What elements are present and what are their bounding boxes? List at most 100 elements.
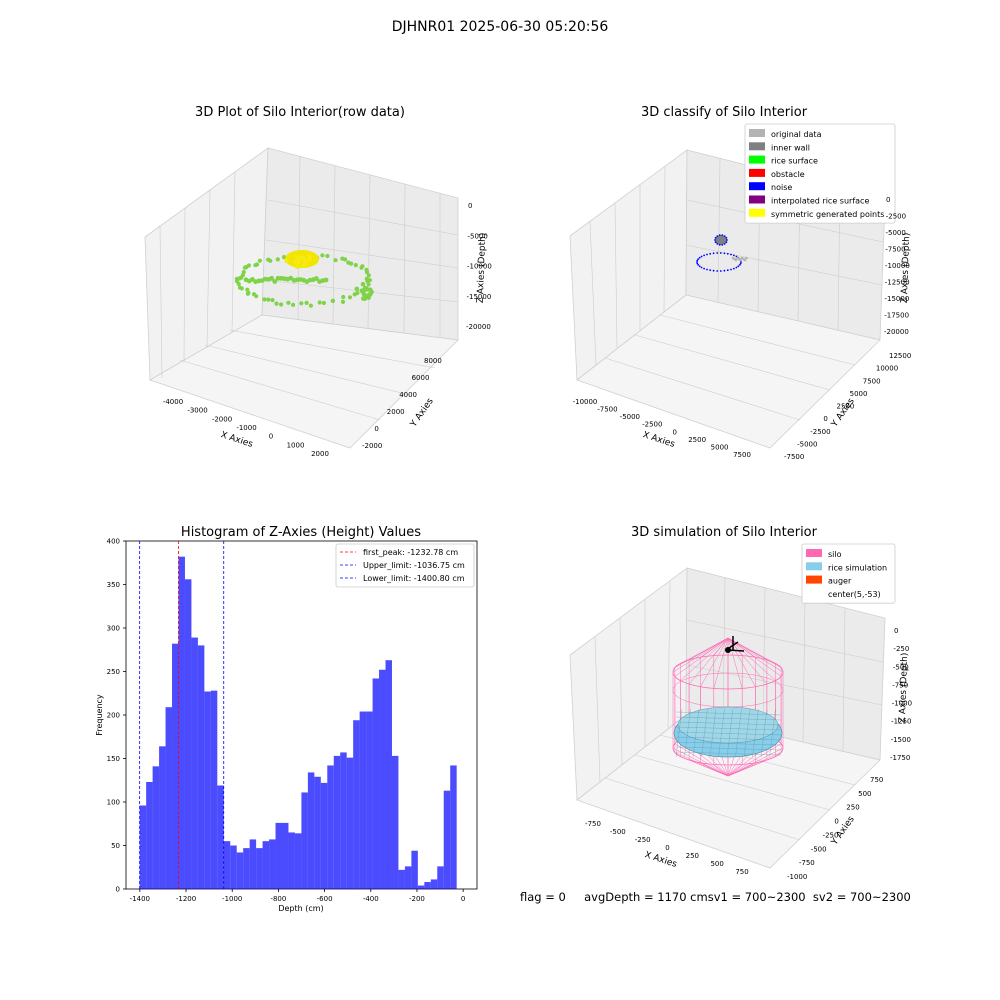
silo-roof-line [700, 637, 729, 687]
histogram-bar [256, 848, 263, 889]
noise-point [700, 266, 703, 269]
rice-mesh-line [735, 708, 742, 758]
tick-label: -500 [811, 845, 827, 853]
histogram-bar [210, 690, 218, 889]
tick-label: 0 [269, 433, 273, 441]
raw-xlabel: X Axies [219, 430, 254, 450]
histogram-bar [223, 841, 231, 889]
noise-point [698, 265, 701, 268]
data-point [305, 257, 311, 262]
y-tick-label: 400 [107, 538, 120, 546]
y-tick-label: 250 [107, 668, 120, 676]
rice-mesh-line [709, 708, 717, 758]
legend-swatch [806, 562, 822, 571]
histogram-bar [320, 782, 328, 889]
rice-mesh-line [675, 721, 782, 726]
data-point [304, 300, 309, 305]
histogram-bar [146, 781, 153, 889]
rice-mesh-line [760, 708, 768, 758]
original-point [745, 256, 748, 260]
histogram-bars [139, 556, 457, 889]
histogram-bar [437, 866, 444, 889]
noise-point [718, 244, 721, 246]
data-point [352, 292, 357, 297]
y-tick-label: 150 [107, 755, 120, 763]
noise-point [696, 259, 699, 262]
legend-swatch [749, 195, 765, 204]
data-point [291, 302, 296, 307]
tick-label: -500 [610, 828, 626, 836]
noise-point [712, 269, 715, 272]
y-tick-label: 0 [116, 886, 120, 894]
noise-point [714, 236, 717, 239]
noise-point [714, 241, 717, 244]
data-point [286, 300, 291, 305]
rice-mesh-line [675, 711, 782, 716]
tick-label: -1250 [891, 718, 911, 726]
sim-zlabel: Z Axies (Depth) [898, 653, 910, 724]
histogram-xlabel: Depth (cm) [278, 904, 323, 913]
noise-point [714, 239, 716, 241]
y-tick-label: 100 [107, 799, 120, 807]
panel-classify-title: 3D classify of Silo Interior [641, 105, 808, 120]
tick-label: -12500 [885, 279, 910, 287]
tick-label: 2000 [311, 450, 329, 458]
histogram-bar [282, 822, 289, 889]
tick-label: 10000 [876, 365, 898, 373]
silo-floor-line [672, 747, 729, 777]
noise-point [706, 253, 708, 256]
tick-label: 0 [665, 844, 669, 852]
legend-label: silo [828, 550, 842, 559]
x-tick-label: -1400 [130, 895, 150, 903]
legend-label: rice surface [771, 157, 818, 166]
data-point [254, 262, 260, 267]
silo-floor-line [727, 743, 782, 777]
legend-label: rice simulation [828, 563, 887, 572]
cls-xlabel: X Axies [641, 430, 676, 450]
histogram-bar [230, 845, 237, 889]
tick-label: 0 [468, 202, 472, 210]
data-point [321, 300, 326, 306]
legend-swatch [749, 182, 765, 191]
classify-legend: original data inner wall rice surface obsta… [744, 123, 896, 224]
panel-sim-title: 3D simulation of Silo Interior [631, 525, 818, 540]
data-point [364, 276, 369, 281]
silo-roof-line [713, 637, 729, 689]
noise-point [716, 252, 719, 254]
cls-zlabel: Z Axies (Depth) [900, 233, 912, 304]
noise-point [696, 262, 699, 265]
silo-roof-line [680, 637, 729, 681]
y-tick-label: 300 [107, 625, 120, 633]
panel-raw-title: 3D Plot of Silo Interior(row data) [195, 105, 405, 120]
noise-point [719, 270, 722, 272]
histogram-bar [184, 579, 192, 889]
noise-point [716, 243, 719, 245]
tick-label: -5000 [886, 229, 906, 237]
x-tick-label: -800 [270, 895, 286, 903]
data-point [314, 276, 319, 281]
tick-label: -1500 [891, 736, 911, 744]
noise-point [730, 253, 732, 256]
noise-point [739, 262, 742, 265]
data-point [257, 258, 262, 263]
histogram-title: Histogram of Z-Axies (Height) Values [181, 525, 421, 540]
data-point [269, 275, 274, 281]
tick-label: -750 [585, 820, 601, 828]
silo-floor-line [680, 756, 729, 777]
histogram-x-ticks: -1400 -1200 -1000 -800 -600 -400 -200 0 [130, 889, 465, 903]
histogram-bar [159, 746, 166, 889]
tick-label: -5000 [797, 440, 817, 448]
noise-point [725, 241, 728, 244]
tick-label: -1000 [787, 873, 807, 881]
noise-point [703, 254, 705, 257]
axes-3d-box [144, 147, 459, 449]
data-point [237, 285, 243, 290]
data-point [251, 292, 257, 297]
tick-label: 7500 [733, 451, 751, 459]
histogram-bar [424, 882, 431, 889]
noise-point [726, 269, 729, 272]
rice-mesh-line [684, 708, 691, 758]
noise-point [723, 252, 726, 255]
histogram-bar [327, 765, 334, 889]
